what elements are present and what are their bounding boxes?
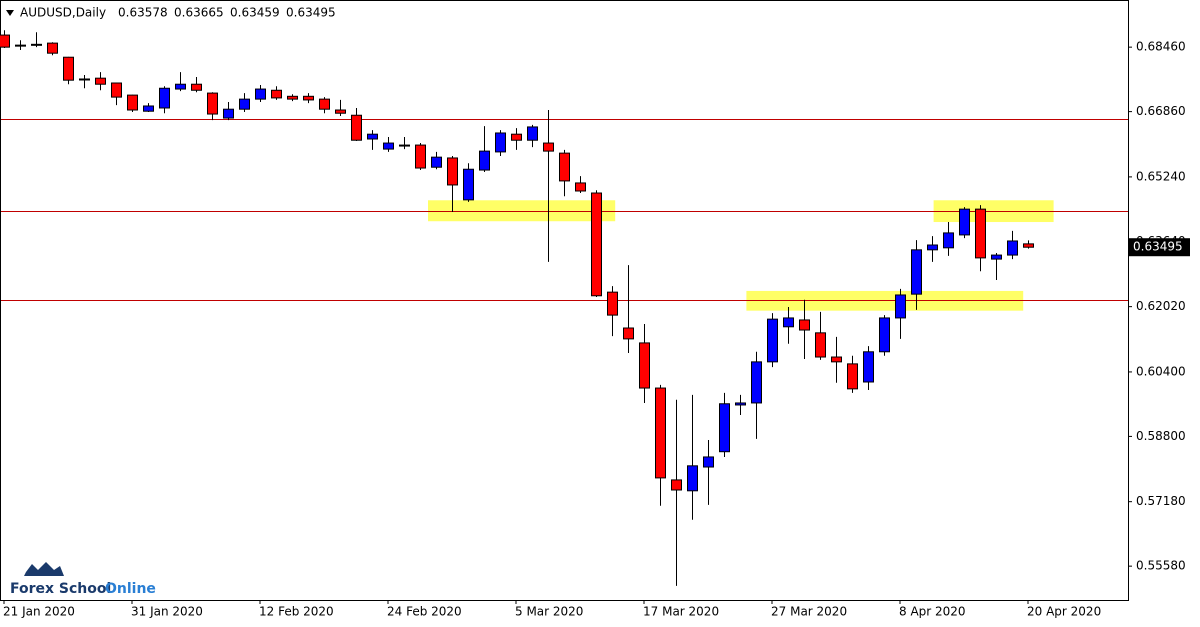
symbol-menu-icon[interactable]: [6, 10, 14, 16]
x-tick-label: 20 Apr 2020: [1027, 605, 1101, 619]
y-tick-label: 0.62020: [1136, 299, 1186, 313]
candle-body: [799, 319, 810, 331]
y-tick-label: 0.66860: [1136, 104, 1186, 118]
candle-body: [735, 402, 746, 406]
candle-body: [351, 114, 362, 141]
x-tick-label: 31 Jan 2020: [131, 605, 203, 619]
candle-body: [687, 465, 698, 492]
x-tick-label: 8 Apr 2020: [899, 605, 966, 619]
candle-body: [31, 43, 42, 46]
candle-body: [703, 456, 714, 468]
candle-body: [767, 318, 778, 363]
candle-body: [847, 363, 858, 390]
logo-icon: [24, 562, 64, 576]
logo-text: Forex School: [10, 581, 111, 597]
candle-body: [495, 132, 506, 153]
x-tick-label: 24 Feb 2020: [387, 605, 462, 619]
candle-body: [367, 133, 378, 140]
x-tick-label: 17 Mar 2020: [643, 605, 719, 619]
candle-body: [959, 208, 970, 236]
ohlc-value: 0.63459: [230, 6, 280, 20]
candle-body: [479, 150, 490, 171]
candle-body: [255, 88, 266, 100]
candle-body: [239, 98, 250, 110]
candle-body: [399, 144, 410, 147]
candle-body: [911, 249, 922, 295]
candle-body: [319, 98, 330, 110]
candle-body: [431, 156, 442, 168]
candle-body: [607, 291, 618, 316]
y-tick-label: 0.65240: [1136, 169, 1186, 183]
candle-body: [895, 294, 906, 319]
last-price-box: [1128, 238, 1190, 257]
y-tick-label: 0.57180: [1136, 494, 1186, 508]
x-tick-label: 27 Mar 2020: [771, 605, 847, 619]
y-tick-label: 0.58800: [1136, 429, 1186, 443]
candle-body: [831, 356, 842, 363]
candle-body: [591, 192, 602, 297]
ohlc-value: 0.63665: [174, 6, 224, 20]
x-tick-label: 12 Feb 2020: [259, 605, 334, 619]
candle-body: [111, 82, 122, 98]
logo-text: Online: [105, 581, 156, 597]
candle-body: [63, 56, 74, 81]
candle-body: [287, 95, 298, 100]
candle-body: [415, 144, 426, 169]
zone: [428, 200, 616, 222]
x-tick-label: 5 Mar 2020: [515, 605, 583, 619]
candle-body: [159, 87, 170, 109]
candle-body: [303, 95, 314, 101]
y-tick-label: 0.55580: [1136, 559, 1186, 573]
candle-body: [175, 83, 186, 90]
candle-body: [207, 92, 218, 115]
candle-body: [527, 126, 538, 141]
candle-body: [991, 254, 1002, 260]
candle-body: [0, 34, 10, 48]
candle-body: [575, 182, 586, 192]
candle-body: [623, 327, 634, 340]
candle-body: [143, 105, 154, 112]
candle-body: [815, 332, 826, 358]
candle-body: [463, 168, 474, 201]
candle-body: [655, 387, 666, 479]
y-tick-label: 0.68460: [1136, 40, 1186, 54]
candle-body: [559, 152, 570, 182]
chart-title: AUDUSD,Daily: [20, 6, 106, 20]
candle-body: [719, 403, 730, 453]
candle-body: [127, 94, 138, 111]
candle-body: [511, 133, 522, 141]
candle-body: [191, 83, 202, 91]
candle-body: [863, 351, 874, 383]
candle-body: [975, 208, 986, 259]
candle-body: [879, 317, 890, 353]
candle-body: [1023, 243, 1034, 248]
candle-body: [335, 109, 346, 114]
candle-body: [383, 142, 394, 150]
candle-body: [639, 342, 650, 389]
ohlc-value: 0.63578: [118, 6, 168, 20]
candle-body: [543, 142, 554, 152]
candle-body: [751, 361, 762, 404]
candle-body: [95, 77, 106, 85]
candle-body: [79, 78, 90, 81]
candle-body: [943, 232, 954, 249]
candle-body: [15, 44, 26, 47]
candle-body: [783, 317, 794, 328]
last-price-label: 0.63495: [1133, 240, 1183, 254]
logo: Forex School Online: [10, 562, 156, 597]
ohlc-value: 0.63495: [286, 6, 336, 20]
x-tick-label: 21 Jan 2020: [3, 605, 75, 619]
candle-body: [1007, 240, 1018, 256]
candle-body: [223, 108, 234, 119]
candle-body: [271, 89, 282, 99]
candle-body: [927, 244, 938, 251]
candle-body: [671, 479, 682, 491]
candle-body: [47, 42, 58, 54]
candle-body: [447, 157, 458, 186]
y-tick-label: 0.60400: [1136, 364, 1186, 378]
